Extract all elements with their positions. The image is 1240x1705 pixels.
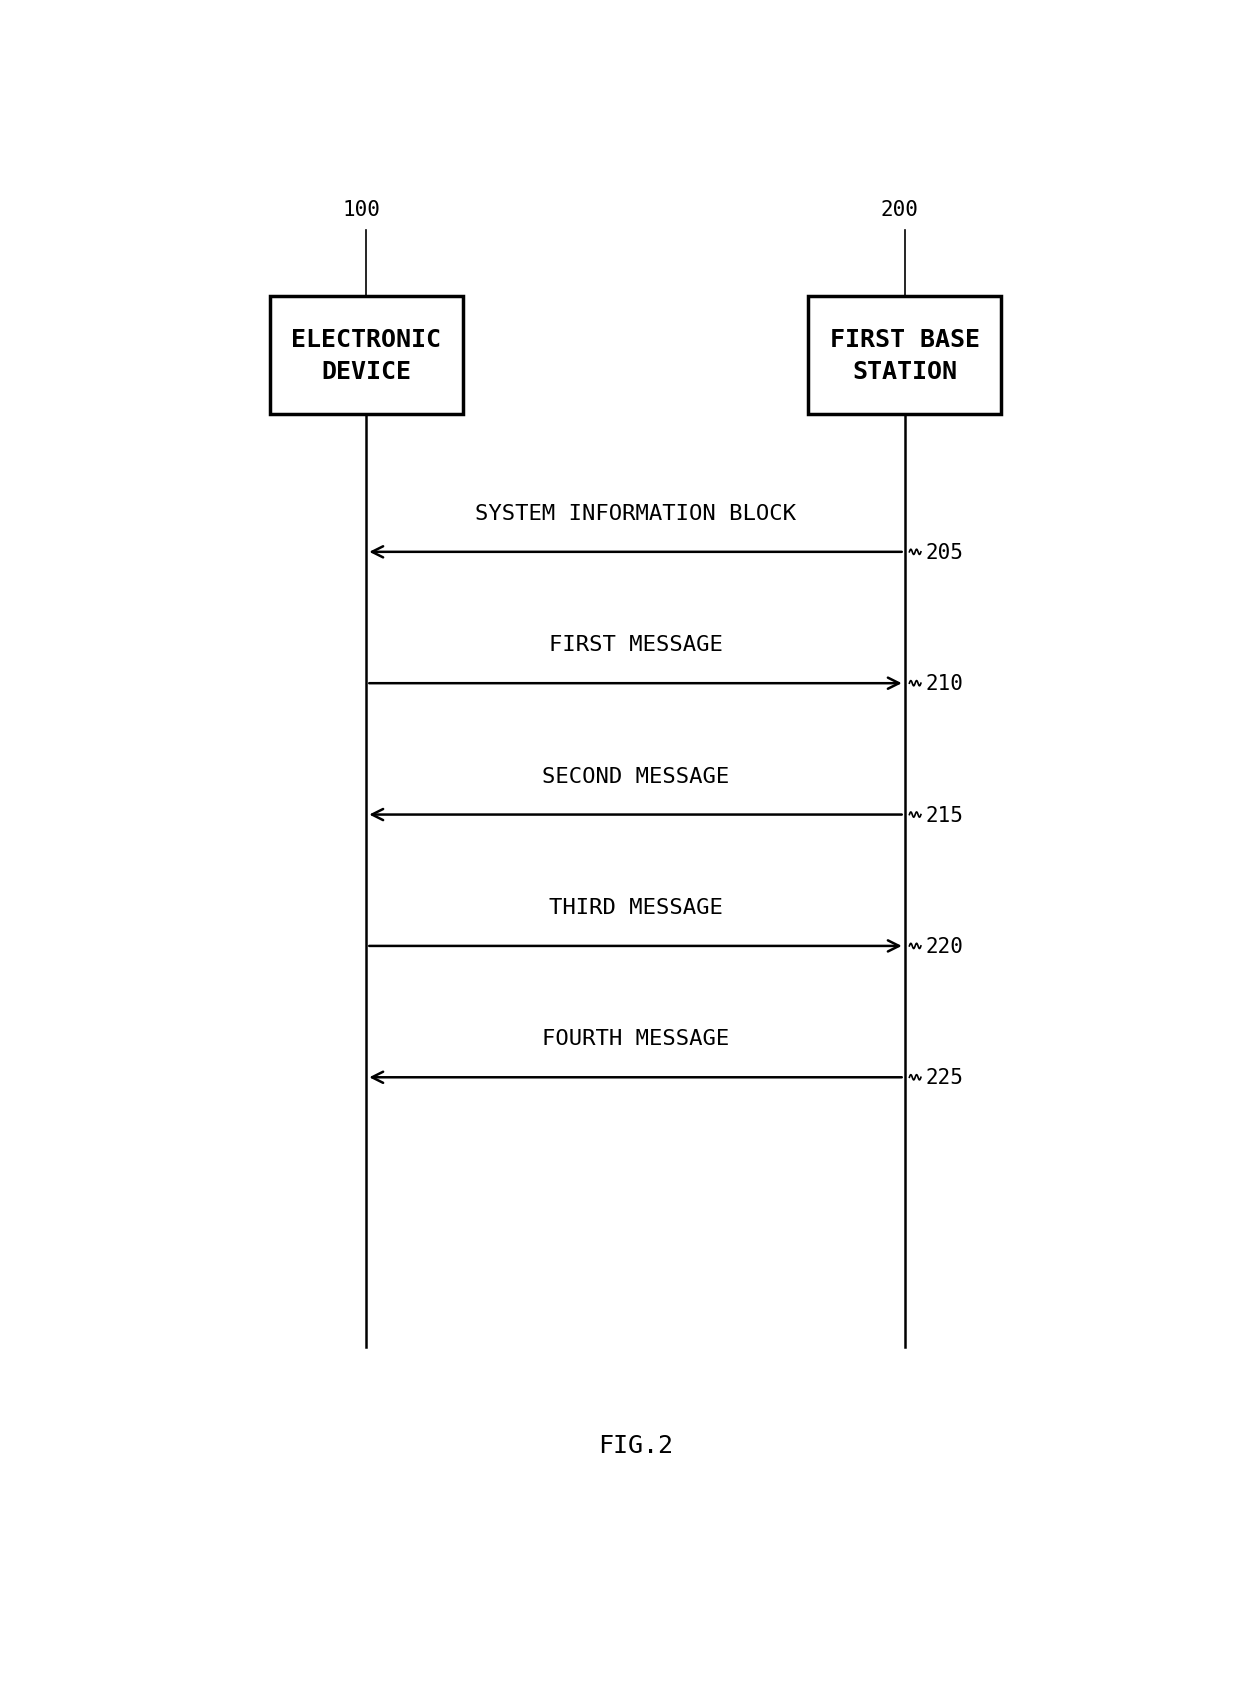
Text: 200: 200 [880,201,919,220]
Text: FIRST MESSAGE: FIRST MESSAGE [548,634,723,655]
Text: 220: 220 [926,936,963,957]
Text: SECOND MESSAGE: SECOND MESSAGE [542,766,729,786]
Text: 215: 215 [926,805,963,825]
Text: 205: 205 [926,542,963,563]
Text: ELECTRONIC
DEVICE: ELECTRONIC DEVICE [291,327,441,384]
Text: 225: 225 [926,1067,963,1088]
Text: FIRST BASE
STATION: FIRST BASE STATION [830,327,980,384]
Bar [808,297,1001,414]
Text: THIRD MESSAGE: THIRD MESSAGE [548,897,723,917]
Text: FIG.2: FIG.2 [598,1434,673,1458]
Text: 100: 100 [342,201,381,220]
Text: 210: 210 [926,673,963,694]
Bar [270,297,463,414]
Text: FOURTH MESSAGE: FOURTH MESSAGE [542,1028,729,1049]
Text: SYSTEM INFORMATION BLOCK: SYSTEM INFORMATION BLOCK [475,503,796,523]
